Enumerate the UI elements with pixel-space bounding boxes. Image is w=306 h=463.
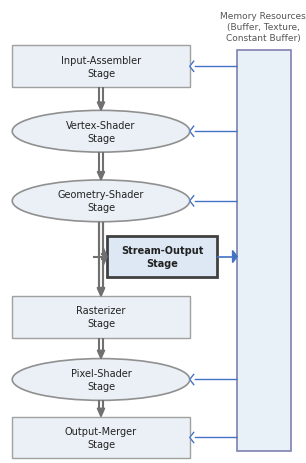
FancyBboxPatch shape (237, 51, 291, 451)
Polygon shape (233, 251, 237, 263)
Ellipse shape (12, 111, 190, 153)
Polygon shape (190, 62, 194, 72)
Polygon shape (97, 103, 105, 111)
Polygon shape (97, 350, 105, 359)
Text: Rasterizer
Stage: Rasterizer Stage (76, 306, 126, 329)
Polygon shape (190, 127, 194, 137)
Polygon shape (190, 432, 194, 443)
FancyBboxPatch shape (12, 417, 190, 458)
FancyBboxPatch shape (12, 46, 190, 88)
Polygon shape (97, 172, 105, 181)
Text: Geometry-Shader
Stage: Geometry-Shader Stage (58, 190, 144, 213)
Polygon shape (190, 375, 194, 385)
Polygon shape (97, 288, 105, 296)
Text: Memory Resources
(Buffer, Texture,
Constant Buffer): Memory Resources (Buffer, Texture, Const… (220, 12, 306, 43)
Ellipse shape (12, 181, 190, 222)
Ellipse shape (12, 359, 190, 400)
Polygon shape (97, 408, 105, 417)
Text: Vertex-Shader
Stage: Vertex-Shader Stage (66, 120, 136, 144)
Polygon shape (190, 196, 194, 206)
FancyBboxPatch shape (12, 296, 190, 338)
Text: Stream-Output
Stage: Stream-Output Stage (121, 245, 203, 269)
Text: Output-Merger
Stage: Output-Merger Stage (65, 426, 137, 449)
Polygon shape (97, 288, 105, 296)
Text: Input-Assembler
Stage: Input-Assembler Stage (61, 56, 141, 79)
Text: Pixel-Shader
Stage: Pixel-Shader Stage (71, 368, 131, 391)
Polygon shape (103, 249, 107, 265)
FancyBboxPatch shape (107, 236, 217, 278)
